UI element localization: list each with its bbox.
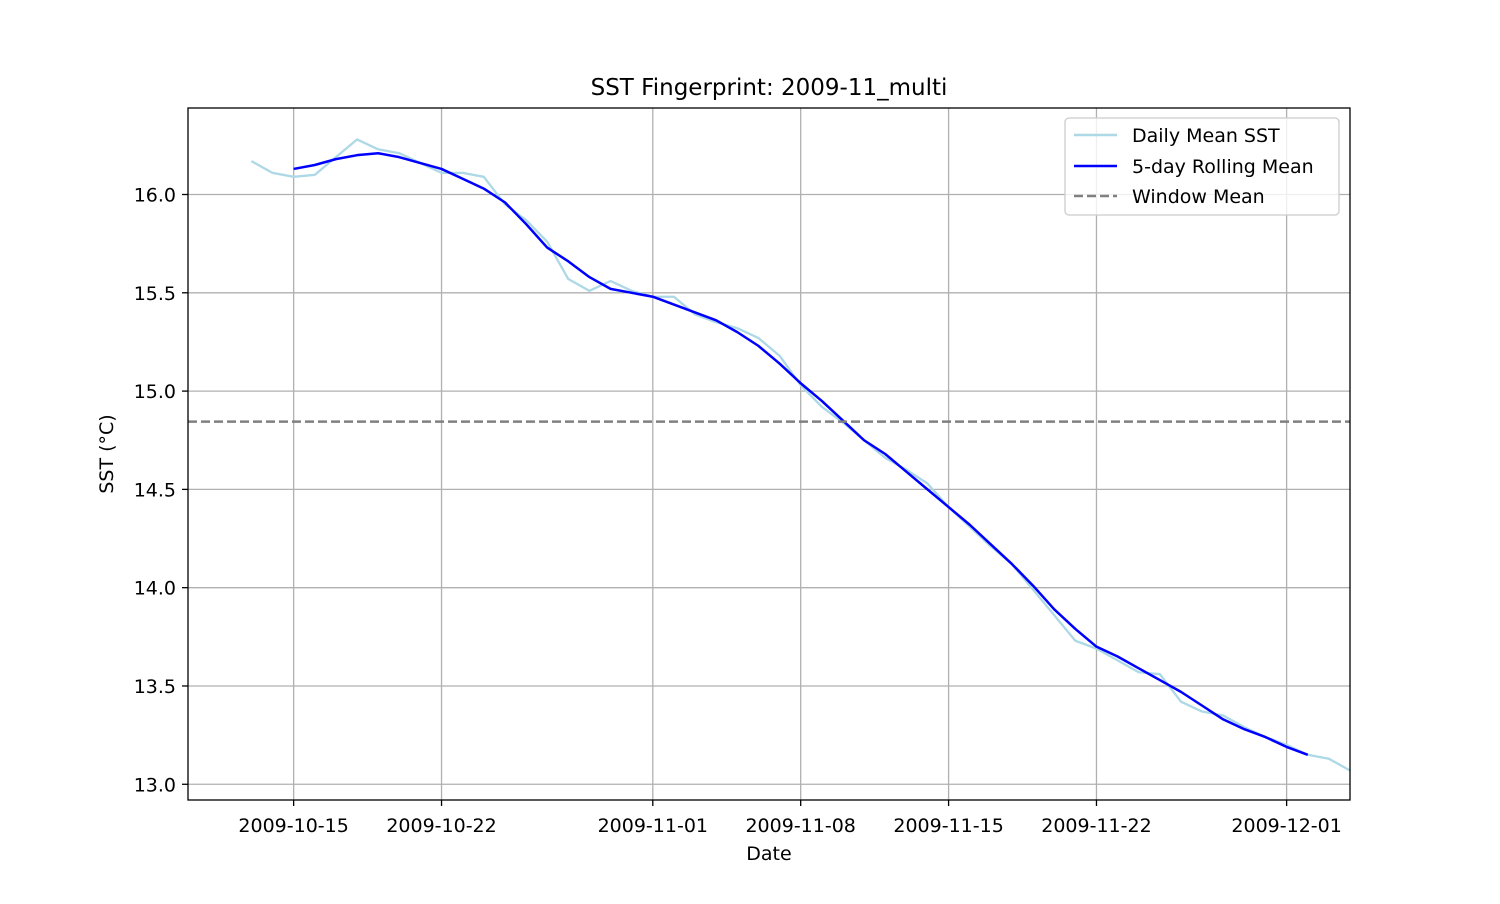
legend-label-rolling-mean: 5-day Rolling Mean: [1132, 156, 1314, 178]
legend: Daily Mean SST 5-day Rolling Mean Window…: [1064, 117, 1340, 216]
series-line-rolling-mean: [293, 151, 1309, 756]
y-tick-label: 13.0: [134, 774, 176, 796]
y-axis-label: SST (°C): [96, 414, 118, 493]
y-tick-label: 14.0: [134, 578, 176, 600]
grid-lines: [188, 108, 1350, 800]
x-tick-label: 2009-10-22: [386, 815, 496, 837]
x-tick-label: 2009-11-22: [1041, 815, 1151, 837]
plot-data: [188, 138, 1351, 772]
legend-label-window-mean: Window Mean: [1132, 186, 1265, 208]
y-tick-label: 13.5: [134, 676, 176, 698]
legend-label-daily-mean: Daily Mean SST: [1132, 125, 1280, 147]
x-axis-label: Date: [746, 843, 791, 865]
y-tick-label: 14.5: [134, 479, 176, 501]
x-tick-label: 2009-11-01: [598, 815, 708, 837]
axes-frame: [187, 107, 1351, 801]
x-tick-label: 2009-11-08: [745, 815, 855, 837]
x-tick-label: 2009-11-15: [893, 815, 1003, 837]
y-tick-label: 16.0: [134, 185, 176, 207]
y-tick-label: 15.0: [134, 381, 176, 403]
axis-ticks: 2009-10-15 2009-10-22 2009-11-01 2009-11-08…: [134, 185, 1342, 838]
x-tick-label: 2009-10-15: [238, 815, 348, 837]
x-tick-label: 2009-12-01: [1231, 815, 1341, 837]
y-tick-label: 15.5: [134, 283, 176, 305]
chart-title: SST Fingerprint: 2009-11_multi: [591, 75, 948, 101]
legend-box: [1064, 117, 1340, 216]
